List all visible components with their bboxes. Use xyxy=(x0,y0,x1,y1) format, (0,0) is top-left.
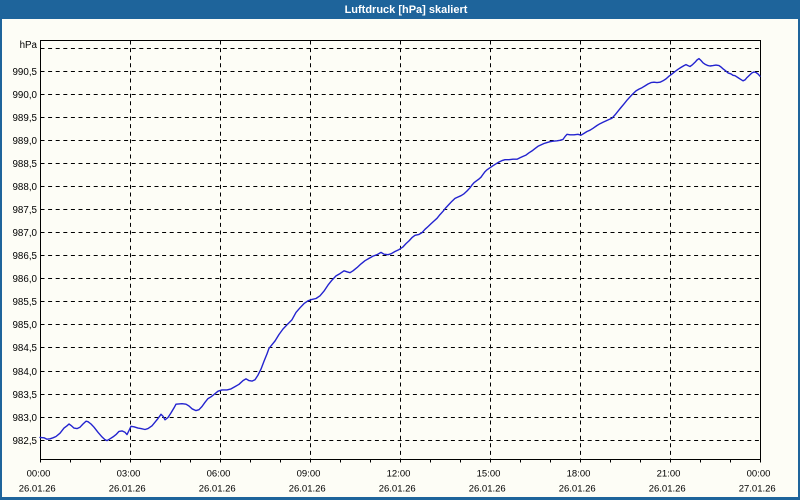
svg-text:26.01.26: 26.01.26 xyxy=(379,484,416,495)
svg-text:988,5: 988,5 xyxy=(12,159,37,170)
svg-text:27.01.26: 27.01.26 xyxy=(739,484,776,495)
svg-text:15:00: 15:00 xyxy=(477,469,501,480)
svg-text:987,0: 987,0 xyxy=(12,228,37,239)
svg-text:989,5: 989,5 xyxy=(12,113,37,124)
svg-text:984,0: 984,0 xyxy=(12,367,37,378)
svg-text:982,5: 982,5 xyxy=(12,436,37,447)
svg-text:987,5: 987,5 xyxy=(12,205,37,216)
svg-text:984,5: 984,5 xyxy=(12,343,37,354)
svg-text:26.01.26: 26.01.26 xyxy=(559,484,596,495)
svg-text:983,5: 983,5 xyxy=(12,390,37,401)
svg-text:986,5: 986,5 xyxy=(12,251,37,262)
svg-text:06:00: 06:00 xyxy=(207,469,231,480)
svg-text:26.01.26: 26.01.26 xyxy=(199,484,236,495)
svg-text:26.01.26: 26.01.26 xyxy=(289,484,326,495)
svg-text:985,5: 985,5 xyxy=(12,297,37,308)
svg-text:985,0: 985,0 xyxy=(12,320,37,331)
svg-text:Luftdruck [hPa] skaliert: Luftdruck [hPa] skaliert xyxy=(345,4,468,16)
svg-text:09:00: 09:00 xyxy=(297,469,321,480)
svg-text:990,5: 990,5 xyxy=(12,67,37,78)
svg-text:990,0: 990,0 xyxy=(12,90,37,101)
svg-text:26.01.26: 26.01.26 xyxy=(19,484,56,495)
svg-text:00:00: 00:00 xyxy=(747,469,771,480)
svg-text:26.01.26: 26.01.26 xyxy=(649,484,686,495)
svg-text:03:00: 03:00 xyxy=(117,469,141,480)
svg-text:989,0: 989,0 xyxy=(12,136,37,147)
svg-text:988,0: 988,0 xyxy=(12,182,37,193)
svg-text:986,0: 986,0 xyxy=(12,274,37,285)
svg-text:00:00: 00:00 xyxy=(27,469,51,480)
svg-text:21:00: 21:00 xyxy=(657,469,681,480)
svg-text:12:00: 12:00 xyxy=(387,469,411,480)
svg-text:983,0: 983,0 xyxy=(12,413,37,424)
svg-text:26.01.26: 26.01.26 xyxy=(109,484,146,495)
svg-text:26.01.26: 26.01.26 xyxy=(469,484,506,495)
svg-text:18:00: 18:00 xyxy=(567,469,591,480)
svg-text:hPa: hPa xyxy=(20,40,38,51)
